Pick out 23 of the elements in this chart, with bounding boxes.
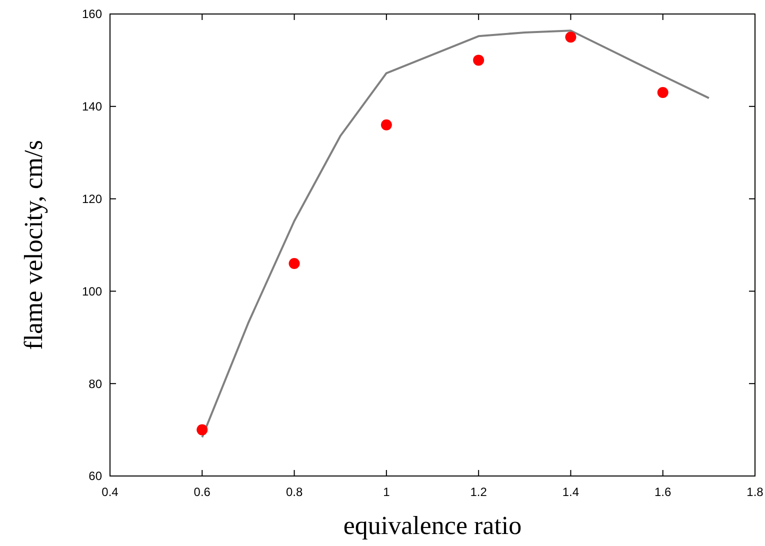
x-tick-label: 1.4: [562, 485, 580, 499]
point: [196, 424, 208, 436]
x-tick-label: 0.4: [102, 485, 119, 499]
y-axis-title: flame velocity, cm/s: [19, 140, 48, 350]
line-series: [201, 30, 710, 438]
x-tick-label: 1.6: [654, 485, 672, 499]
y-tick-label: 60: [88, 469, 102, 484]
y-tick-label: 160: [82, 7, 102, 22]
point: [288, 258, 300, 269]
x-axis-title: equivalence ratio: [343, 511, 522, 540]
y-tick-label: 140: [82, 100, 102, 114]
y-tick-label: 80: [88, 376, 102, 391]
x-tick-label: 1.8: [746, 485, 764, 499]
y-tick-label: 100: [82, 284, 102, 298]
x-tick-label: 0.6: [194, 485, 211, 499]
y-tick-label: 120: [82, 192, 102, 206]
point: [380, 119, 392, 130]
x-tick-label: 1: [383, 485, 390, 499]
x-tick-label: 0.8: [286, 485, 303, 499]
point: [657, 87, 668, 98]
x-tick-label: 1.2: [470, 485, 488, 499]
point: [473, 54, 484, 66]
point: [565, 32, 576, 43]
